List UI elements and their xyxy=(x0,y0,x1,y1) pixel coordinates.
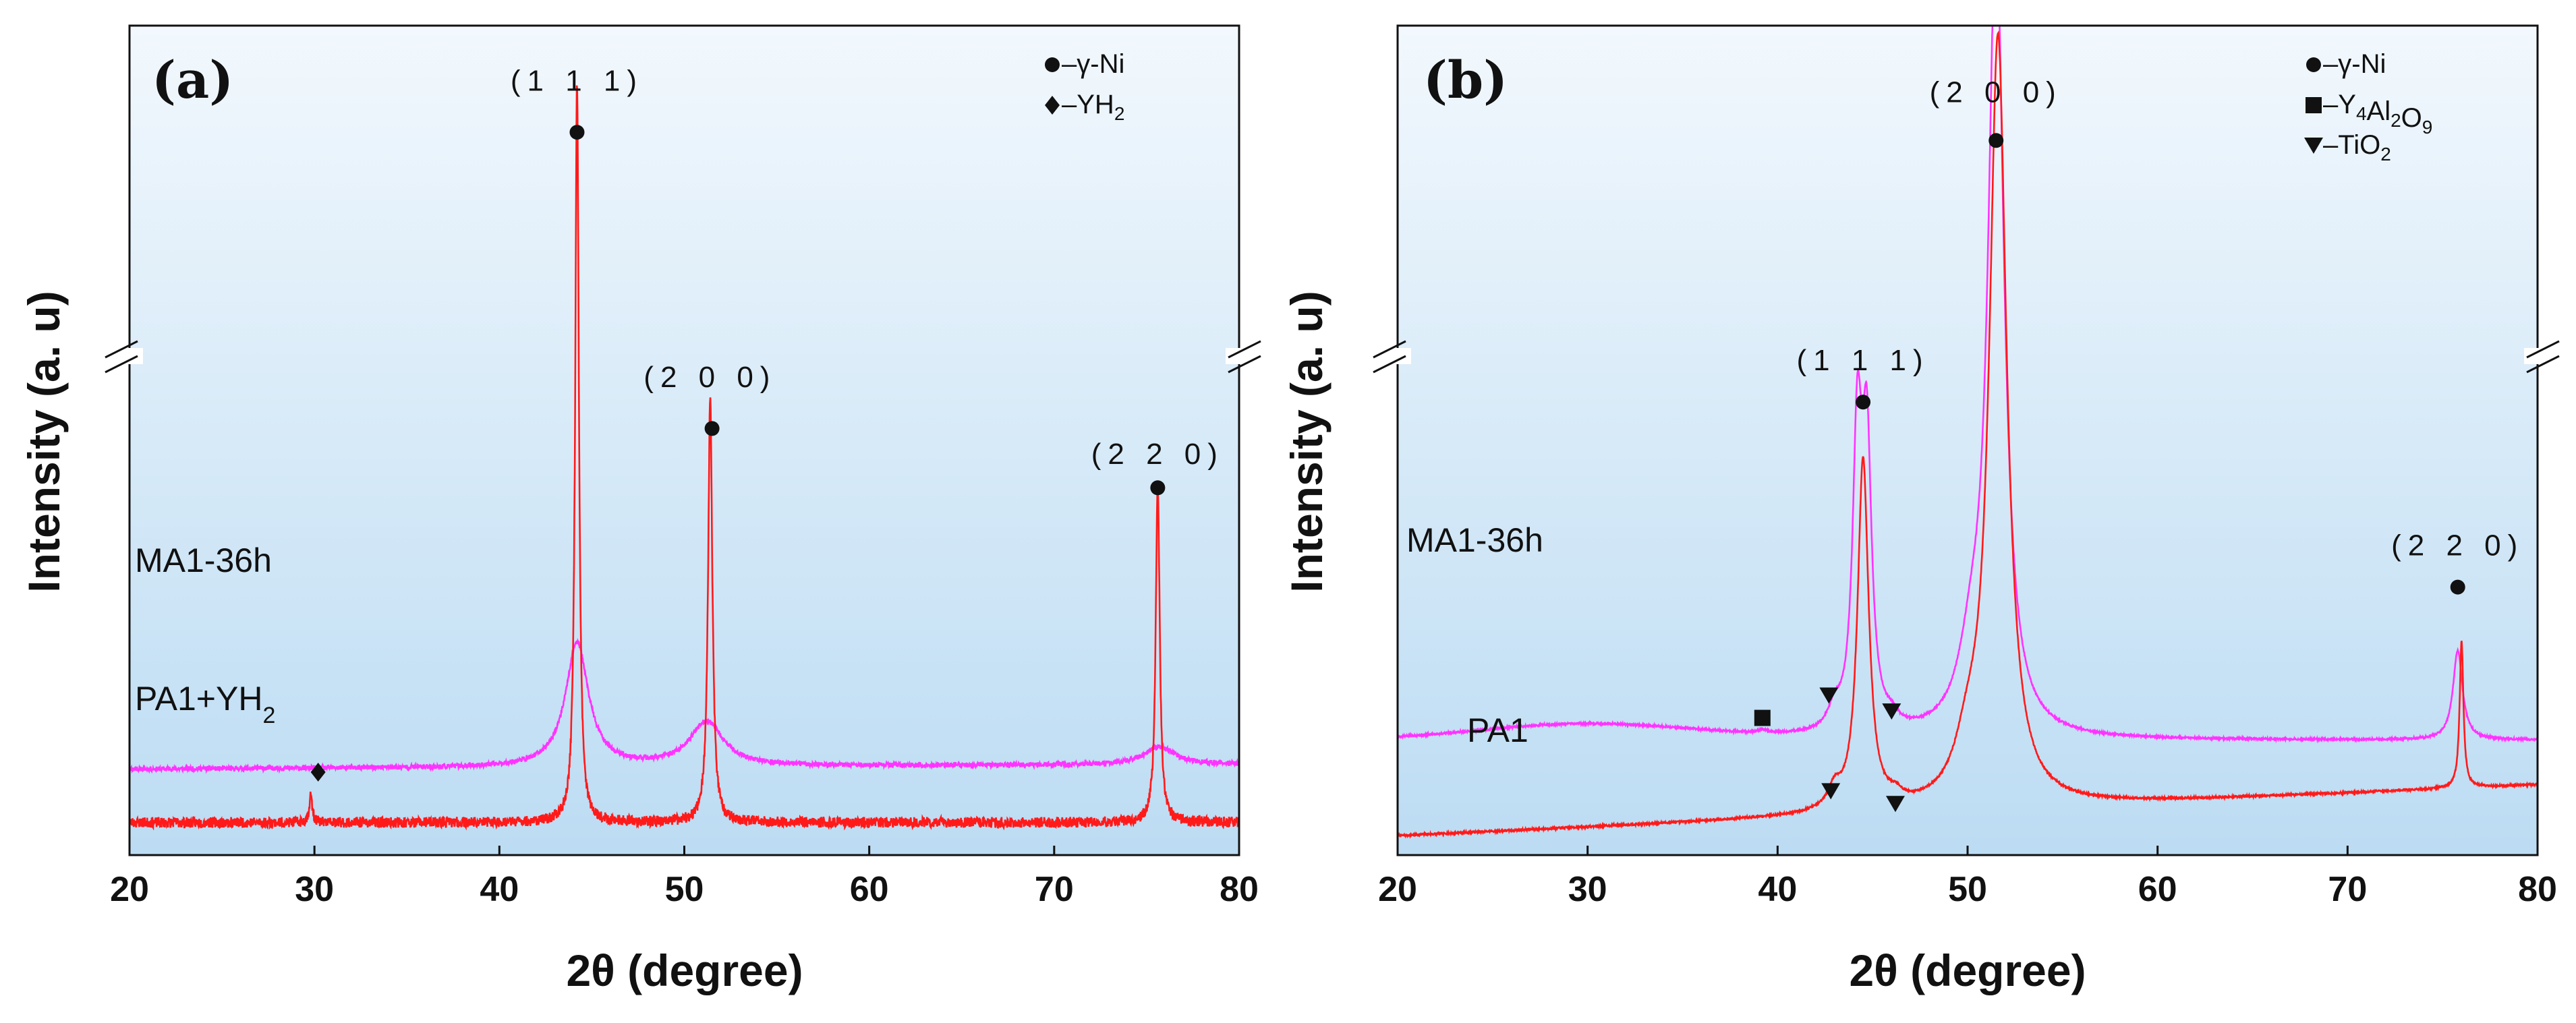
phase-marker-triangle xyxy=(1882,703,1901,720)
axis-break-mark xyxy=(1228,355,1261,374)
hkl-label: (1 1 1) xyxy=(1796,344,1929,377)
panel-label: (b) xyxy=(1423,50,1508,110)
x-tick-label: 20 xyxy=(1378,870,1417,909)
phase-marker-circle xyxy=(569,125,585,140)
legend-marker-triangle xyxy=(2304,138,2323,154)
plot-background xyxy=(130,26,1239,855)
x-tick-label: 70 xyxy=(2328,870,2367,909)
legend-marker-circle xyxy=(2306,57,2321,72)
series-line-pa1 xyxy=(1396,30,2539,839)
phase-marker-circle xyxy=(1150,480,1166,496)
hkl-label: (2 2 0) xyxy=(1091,438,1224,471)
y-axis-title: Intensity (a. u) xyxy=(19,291,69,592)
x-axis-title: 2θ (degree) xyxy=(1849,945,2086,995)
axis-break-mark xyxy=(1373,355,1406,374)
series-line-ma1-36h xyxy=(1396,24,2539,744)
legend-entry: –Y4Al2O9 xyxy=(2323,90,2432,138)
x-tick-label: 50 xyxy=(1948,870,1987,909)
phase-marker-diamond xyxy=(310,763,326,782)
hkl-label: (2 0 0) xyxy=(1930,76,2063,109)
x-tick-label: 70 xyxy=(1035,870,1074,909)
series-label: PA1 xyxy=(1467,711,1528,749)
x-tick-label: 40 xyxy=(480,870,519,909)
legend-marker-square xyxy=(2306,97,2322,113)
x-tick-label: 20 xyxy=(110,870,149,909)
legend-marker-circle xyxy=(1045,57,1060,72)
hkl-label: (2 0 0) xyxy=(643,361,776,394)
x-axis-title: 2θ (degree) xyxy=(566,945,803,995)
plot-background xyxy=(1398,26,2538,855)
y-axis-title: Intensity (a. u) xyxy=(1282,291,1332,592)
legend-entry: –TiO2 xyxy=(2323,130,2391,165)
hkl-label: (2 2 0) xyxy=(2391,529,2524,562)
phase-marker-circle xyxy=(1856,394,1871,410)
legend-entry: –γ-Ni xyxy=(2323,49,2386,79)
phase-marker-square xyxy=(1754,709,1771,726)
phase-marker-circle xyxy=(2450,579,2465,595)
axis-break-mark xyxy=(1373,340,1406,359)
x-tick-label: 30 xyxy=(295,870,334,909)
axis-break-mark xyxy=(105,355,138,374)
x-tick-label: 60 xyxy=(850,870,889,909)
legend-marker-diamond xyxy=(1045,96,1060,115)
x-tick-label: 30 xyxy=(1568,870,1607,909)
x-tick-label: 80 xyxy=(2518,870,2557,909)
hkl-label: (1 1 1) xyxy=(511,65,643,98)
phase-marker-triangle xyxy=(1819,687,1839,704)
series-label: MA1-36h xyxy=(135,542,272,579)
axis-break-mark xyxy=(2526,355,2560,374)
phase-marker-circle xyxy=(1988,133,2004,148)
panel-b: MA1-36h PA1 20 30 40 50 60 70 80 (2 0 0) (1 1 1) (2… xyxy=(1282,24,2565,995)
series-label: MA1-36h xyxy=(1406,521,1543,559)
axis-break-mark xyxy=(105,340,138,359)
phase-marker-triangle xyxy=(1885,796,1905,813)
series-label-subscript: 2 xyxy=(262,703,275,728)
x-tick-label: 80 xyxy=(1220,870,1259,909)
series-line-pa1-yh2 xyxy=(128,85,1240,831)
x-tick-label: 60 xyxy=(2138,870,2177,909)
x-tick-label: 40 xyxy=(1758,870,1797,909)
panel-label: (a) xyxy=(152,50,233,110)
legend-entry: –γ-Ni xyxy=(1062,49,1124,79)
axis-break-mark xyxy=(1228,340,1261,359)
phase-marker-triangle xyxy=(1821,783,1841,800)
legend-entry: –YH2 xyxy=(1062,90,1124,124)
phase-marker-circle xyxy=(704,421,720,436)
x-tick-label: 50 xyxy=(665,870,704,909)
axis-break-mark xyxy=(2526,340,2560,359)
